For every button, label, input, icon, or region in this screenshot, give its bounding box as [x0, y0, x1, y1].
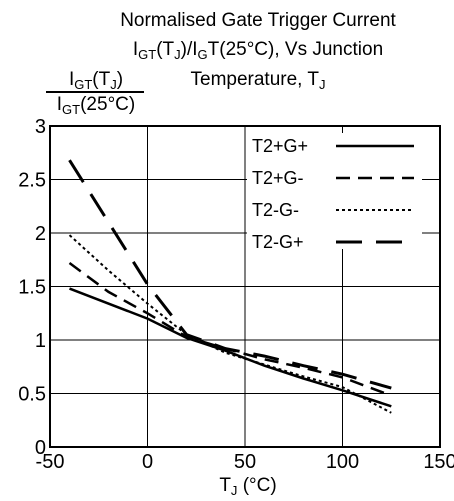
legend: T2+G+ T2+G- T2-G- T2-G+ — [252, 136, 414, 252]
plot-frame — [49, 125, 441, 448]
y-tick-label: 1.5 — [18, 277, 46, 299]
legend-label-4: T2-G+ — [252, 232, 304, 252]
y-tick-label: 2 — [35, 223, 46, 245]
series-layer — [68, 159, 392, 414]
x-tick-label: 50 — [234, 451, 256, 473]
y-tick-label: 3 — [35, 116, 46, 138]
chart-title-line1: Normalised Gate Trigger Current — [120, 10, 396, 31]
x-tick-label: 150 — [423, 451, 454, 473]
x-tick-label: 0 — [142, 451, 153, 473]
legend-label-2: T2+G- — [252, 168, 304, 188]
y-tick-label: 2.5 — [18, 170, 46, 192]
series-line-1 — [69, 287, 392, 408]
legend-background — [247, 133, 422, 249]
chart-title-line2: IGT(TJ)/IGT(25°C), Vs Junction — [133, 39, 383, 62]
x-tick-label: 100 — [326, 451, 359, 473]
y-tick-label: 0 — [35, 437, 46, 459]
x-axis-label: TJ (°C) — [219, 475, 276, 498]
chart-title-line3: Temperature, TJ — [191, 69, 326, 92]
legend-label-1: T2+G+ — [252, 136, 308, 156]
series-line-4 — [68, 159, 392, 390]
y-tick-label: 0.5 — [18, 384, 46, 406]
series-line-3 — [68, 234, 392, 414]
y-tick-label: 1 — [35, 330, 46, 352]
y-axis-label-denominator: IGT(25°C) — [57, 94, 135, 117]
x-tick-label: -50 — [36, 451, 65, 473]
legend-label-3: T2-G- — [252, 200, 299, 220]
y-axis-label-numerator: IGT(TJ) — [69, 69, 123, 92]
